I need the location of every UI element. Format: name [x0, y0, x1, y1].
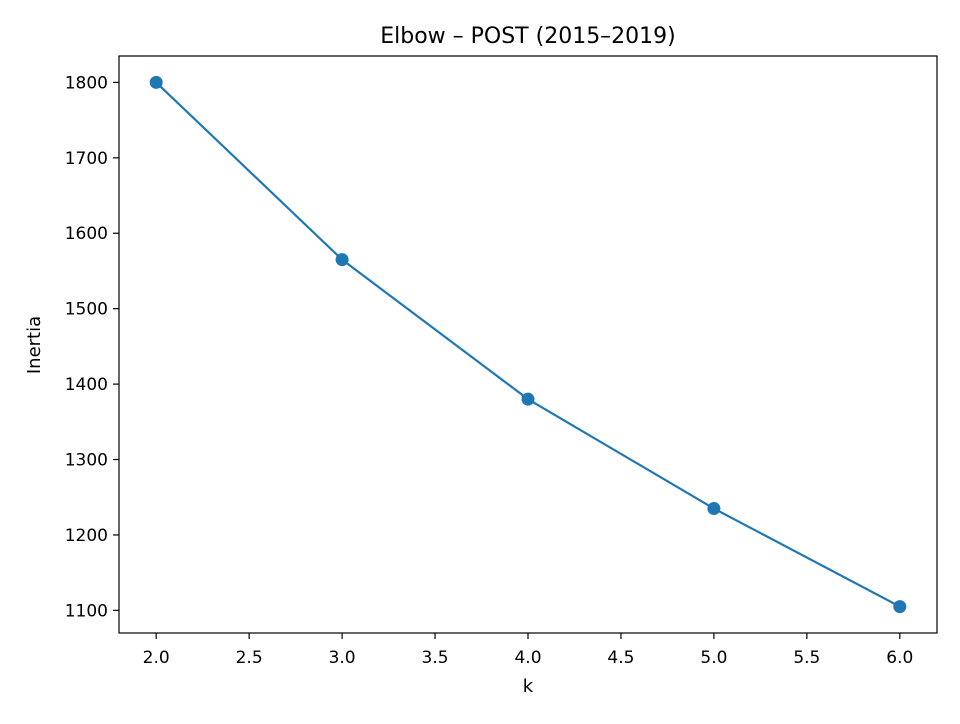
y-tick-label: 1300 — [65, 451, 108, 471]
x-tick-label: 6.0 — [886, 648, 913, 668]
data-point — [893, 600, 907, 614]
x-tick-label: 3.5 — [422, 648, 449, 668]
y-tick-label: 1400 — [65, 375, 108, 395]
data-point — [335, 253, 349, 267]
y-tick-label: 1500 — [65, 300, 108, 320]
x-axis-label: k — [523, 676, 534, 697]
x-tick-label: 2.0 — [143, 648, 170, 668]
y-axis-ticks: 1100 1200 1300 1400 1500 1600 1700 1800 — [65, 73, 119, 621]
y-tick-label: 1100 — [65, 601, 108, 621]
x-axis-ticks: 2.0 2.5 3.0 3.5 4.0 4.5 5.0 5.5 6.0 — [143, 633, 913, 668]
y-tick-label: 1700 — [65, 149, 108, 169]
series-layer — [149, 75, 907, 614]
x-tick-label: 5.5 — [793, 648, 820, 668]
data-point — [149, 75, 163, 89]
y-tick-label: 1200 — [65, 526, 108, 546]
y-tick-label: 1600 — [65, 224, 108, 244]
data-point — [521, 392, 535, 406]
y-tick-label: 1800 — [65, 73, 108, 93]
x-tick-label: 4.5 — [607, 648, 634, 668]
data-point — [707, 502, 721, 516]
x-tick-label: 2.5 — [236, 648, 263, 668]
chart-title: Elbow – POST (2015–2019) — [380, 24, 676, 49]
x-tick-label: 3.0 — [329, 648, 356, 668]
x-tick-label: 5.0 — [700, 648, 727, 668]
plot-area-frame — [118, 55, 938, 634]
y-axis-label: Inertia — [24, 316, 45, 374]
x-tick-label: 4.0 — [514, 648, 541, 668]
